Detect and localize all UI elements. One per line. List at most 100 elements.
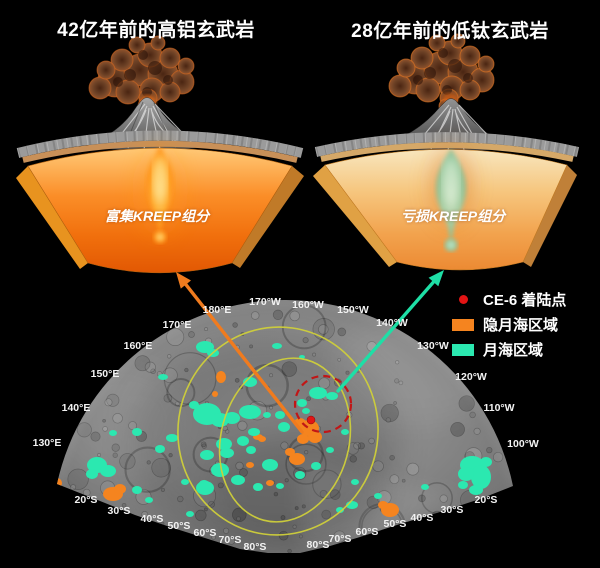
mare-patch xyxy=(211,463,229,477)
crater xyxy=(318,324,329,335)
mare-patch xyxy=(248,428,260,436)
latitude-label: 20°S xyxy=(474,494,498,506)
mare-patch xyxy=(311,462,321,470)
to-right-volcano-arrowhead-icon xyxy=(428,270,444,287)
longitude-label: 170°W xyxy=(249,296,281,308)
latitude-label: 30°S xyxy=(107,505,131,517)
plume-core-left xyxy=(153,156,167,200)
cloud-shadow-blotches xyxy=(113,50,173,97)
mare-patch xyxy=(326,447,334,453)
cryptomare-patch xyxy=(285,448,295,456)
longitude-label: 100°W xyxy=(507,438,539,450)
mare-patch xyxy=(297,399,307,407)
mare-patch xyxy=(336,507,344,513)
crater xyxy=(121,502,127,508)
mare-patch xyxy=(109,430,117,436)
legend-label: 月海区域 xyxy=(483,342,544,359)
longitude-label: 130°E xyxy=(32,437,62,449)
mare-patch xyxy=(471,465,491,489)
mare-patch xyxy=(86,469,98,479)
plume-drop-left xyxy=(153,230,167,244)
latitude-label: 40°S xyxy=(140,513,164,525)
basin-ring xyxy=(218,357,352,523)
longitude-label: 150°W xyxy=(337,304,369,316)
longitude-label: 180°E xyxy=(202,304,232,316)
mare-patch xyxy=(145,497,153,503)
left-plume-label: 富集KREEP组分 xyxy=(104,208,210,224)
latitude-label: 50°S xyxy=(167,520,191,532)
left-volcano-illustration xyxy=(16,35,304,273)
eruption-cloud-left-icon xyxy=(88,35,195,114)
latitude-label: 70°S xyxy=(218,534,242,546)
to-left-volcano-arrow-line xyxy=(184,282,304,434)
legend-item-mare: 月海区域 xyxy=(452,339,566,360)
crater xyxy=(289,310,300,322)
cryptomare-patch xyxy=(216,371,226,383)
mare-patch xyxy=(374,493,382,499)
longitude-label: 130°W xyxy=(417,340,449,352)
mare-patch xyxy=(302,408,310,414)
basin-ring xyxy=(177,326,379,536)
mare-patch xyxy=(239,405,261,419)
right-panel-title: 28亿年前的低钛玄武岩 xyxy=(351,21,549,42)
mare-patch xyxy=(275,411,285,419)
left-panel-title: 42亿年前的高铝玄武岩 xyxy=(57,20,255,41)
mare-patch xyxy=(186,511,194,517)
cryptomare-patch xyxy=(114,484,126,494)
longitude-label: 170°E xyxy=(162,319,192,331)
cryptomare-patch xyxy=(289,453,305,465)
crater xyxy=(406,462,420,476)
mare-patch xyxy=(100,465,116,477)
mare-swatch-icon xyxy=(452,343,474,356)
to-left-volcano-arrowhead-icon xyxy=(176,272,191,289)
mare-patches xyxy=(59,341,492,517)
crater xyxy=(188,331,195,338)
crater xyxy=(67,468,89,490)
longitude-label: 140°E xyxy=(61,402,91,414)
mare-patch xyxy=(200,450,214,460)
cryptomare-patch xyxy=(57,478,62,488)
mare-patch xyxy=(132,486,142,494)
cryptomare-patch xyxy=(297,434,309,444)
mare-patch xyxy=(458,467,474,481)
wedge-side-right xyxy=(232,166,304,268)
wedge-side-left xyxy=(313,165,397,267)
wedge-side-right xyxy=(523,165,577,267)
crater xyxy=(204,327,209,332)
mare-patch xyxy=(278,422,290,432)
mare-patch xyxy=(224,412,240,424)
mare-patch xyxy=(132,428,142,436)
crater xyxy=(469,411,476,419)
mare-patch xyxy=(326,392,338,400)
mare-patch xyxy=(158,374,168,380)
latitude-label: 40°S xyxy=(410,512,434,524)
crater xyxy=(70,484,77,491)
landing-site-dot-icon xyxy=(458,295,468,304)
mare-patch xyxy=(262,459,278,471)
eruption-cloud-right-icon xyxy=(388,33,495,114)
crater xyxy=(450,422,465,437)
legend-label: CE-6 着陆点 xyxy=(483,292,567,309)
latitude-label: 80°S xyxy=(306,539,330,551)
crater xyxy=(337,327,347,337)
map-legend: CE-6 着陆点 隐月海区域 月海区域 xyxy=(452,289,566,360)
mare-patch xyxy=(295,471,305,479)
latitude-label: 20°S xyxy=(74,494,98,506)
legend-item-cryptomare: 隐月海区域 xyxy=(452,314,566,335)
crater xyxy=(250,311,260,320)
cryptomare-patch xyxy=(378,501,388,509)
plume-drop-right xyxy=(444,238,458,252)
mare-patch xyxy=(196,481,214,495)
latitude-label: 30°S xyxy=(440,504,464,516)
link-arrows xyxy=(176,270,444,434)
cryptomare-patch xyxy=(246,462,254,468)
mare-patch xyxy=(216,438,232,450)
longitude-label: 110°W xyxy=(483,402,515,414)
landing-site-layer xyxy=(306,415,316,425)
mare-patch xyxy=(421,484,429,490)
mare-patch xyxy=(480,457,492,467)
cryptomare-patch xyxy=(308,431,322,443)
cryptomare-swatch-icon xyxy=(452,318,474,331)
crater xyxy=(141,511,149,518)
latitude-label: 80°S xyxy=(243,541,267,553)
